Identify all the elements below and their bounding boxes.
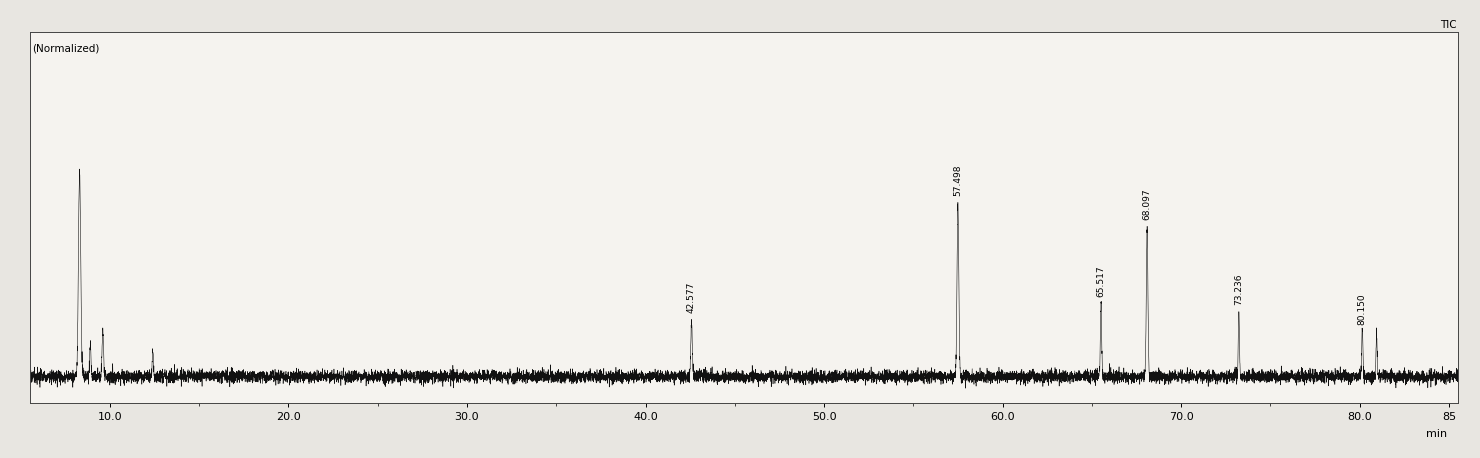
Text: 80.150: 80.150 bbox=[1357, 294, 1368, 325]
Text: (Normalized): (Normalized) bbox=[33, 43, 99, 53]
Text: 42.577: 42.577 bbox=[687, 282, 696, 313]
X-axis label: min: min bbox=[1425, 429, 1447, 439]
Text: 65.517: 65.517 bbox=[1097, 265, 1106, 297]
Text: 68.097: 68.097 bbox=[1143, 188, 1151, 220]
Text: TIC: TIC bbox=[1440, 20, 1456, 30]
Text: 73.236: 73.236 bbox=[1234, 274, 1243, 305]
Text: 57.498: 57.498 bbox=[953, 164, 962, 196]
